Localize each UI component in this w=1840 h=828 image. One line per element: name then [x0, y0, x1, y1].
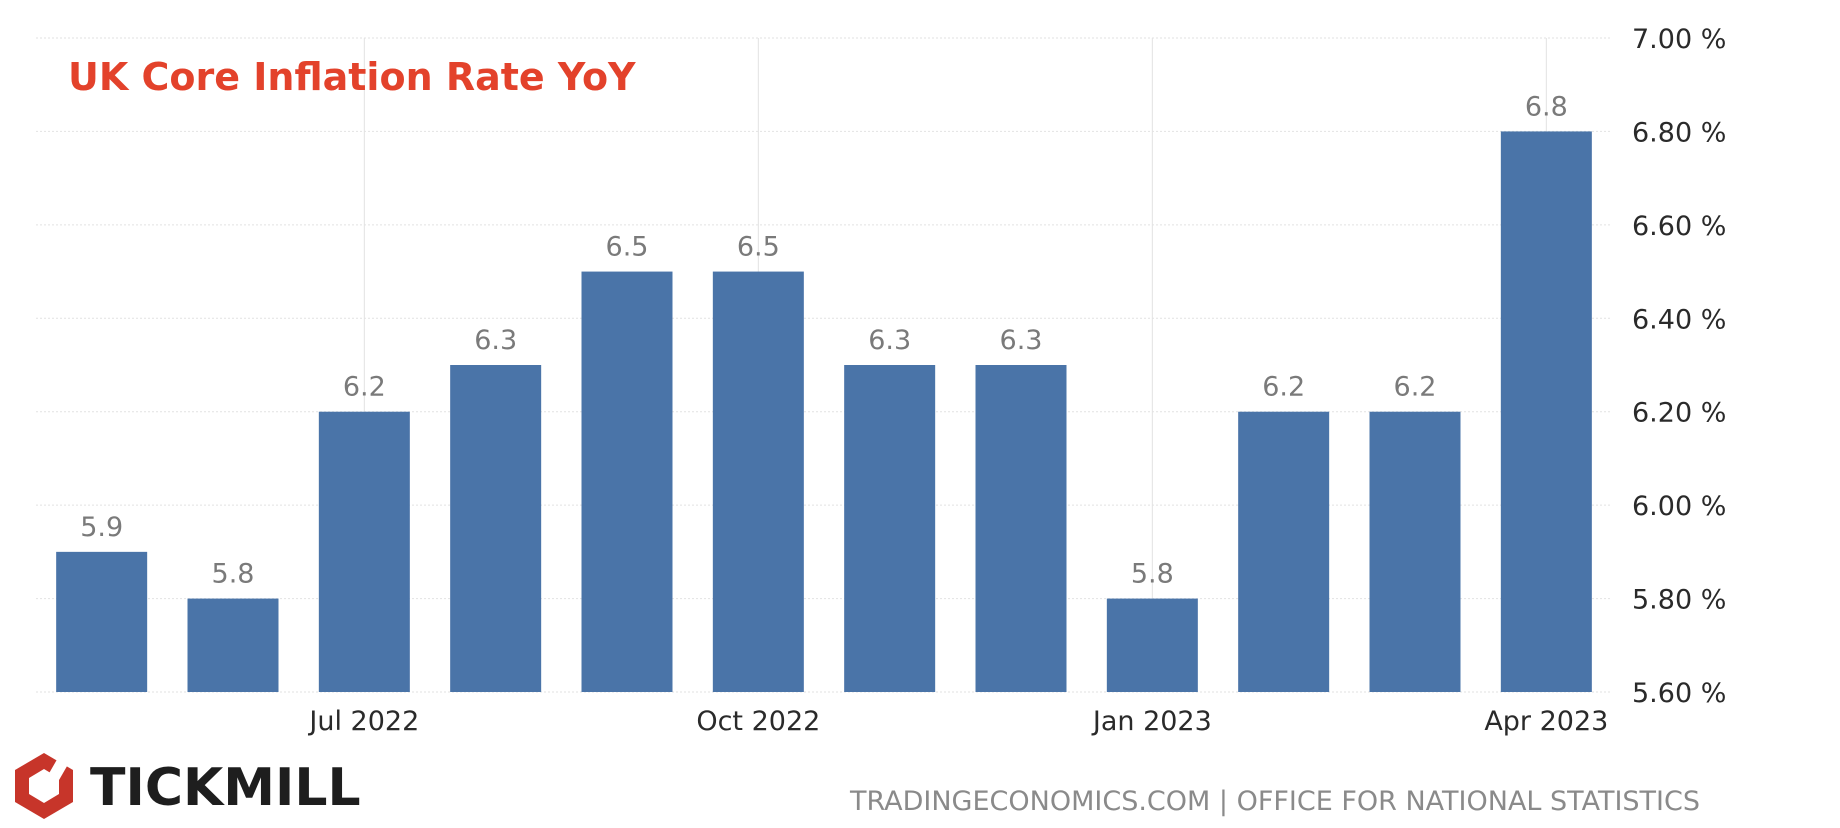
bar — [844, 365, 936, 692]
y-tick-label: 6.60 % — [1632, 211, 1726, 242]
y-axis: 5.60 % 5.80 % 6.00 % 6.20 % 6.40 % 6.60 % 6.80… — [1632, 24, 1726, 709]
data-label: 6.5 — [606, 232, 649, 263]
x-tick-label: Jul 2022 — [307, 706, 419, 737]
tickmill-logo: TICKMILL — [15, 753, 361, 819]
x-tick-label: Oct 2022 — [696, 706, 820, 737]
bar — [318, 411, 410, 692]
data-label: 6.2 — [1262, 372, 1305, 403]
data-labels: 5.9 5.8 6.2 6.3 6.5 6.5 6.3 6.3 5.8 6.2 6.2 6.8 — [80, 91, 1568, 589]
data-label: 6.8 — [1525, 91, 1568, 122]
bar — [1500, 131, 1592, 692]
bar — [1106, 598, 1198, 692]
data-label: 6.2 — [1394, 372, 1437, 403]
data-label: 5.8 — [212, 559, 255, 590]
y-tick-label: 6.80 % — [1632, 117, 1726, 148]
y-tick-label: 6.20 % — [1632, 398, 1726, 429]
data-label: 5.8 — [1131, 559, 1174, 590]
data-label: 5.9 — [80, 512, 123, 543]
bar — [975, 365, 1067, 692]
bar — [450, 365, 542, 692]
bar — [581, 271, 673, 692]
x-tick-label: Jan 2023 — [1091, 706, 1212, 737]
chart-title: UK Core Inflation Rate YoY — [68, 55, 636, 99]
data-label: 6.2 — [343, 372, 386, 403]
bar — [712, 271, 804, 692]
bar — [1369, 411, 1461, 692]
y-tick-label: 6.40 % — [1632, 304, 1726, 335]
data-label: 6.3 — [474, 325, 517, 356]
bar — [187, 598, 279, 692]
bars — [56, 131, 1592, 692]
logo-wordmark: TICKMILL — [90, 758, 361, 818]
data-label: 6.3 — [1000, 325, 1043, 356]
data-label: 6.5 — [737, 232, 780, 263]
x-axis: Jul 2022 Oct 2022 Jan 2023 Apr 2023 — [307, 706, 1608, 737]
bar — [1238, 411, 1330, 692]
y-tick-label: 6.00 % — [1632, 491, 1726, 522]
grid — [36, 37, 1612, 693]
y-tick-label: 5.60 % — [1632, 678, 1726, 709]
y-tick-label: 5.80 % — [1632, 585, 1726, 616]
y-tick-label: 7.00 % — [1632, 24, 1726, 55]
x-tick-label: Apr 2023 — [1484, 706, 1608, 737]
data-label: 6.3 — [868, 325, 911, 356]
tickmill-hexagon-logo-icon — [15, 753, 73, 819]
bar — [56, 551, 148, 692]
source-attribution: TRADINGECONOMICS.COM | OFFICE FOR NATION… — [849, 786, 1700, 817]
